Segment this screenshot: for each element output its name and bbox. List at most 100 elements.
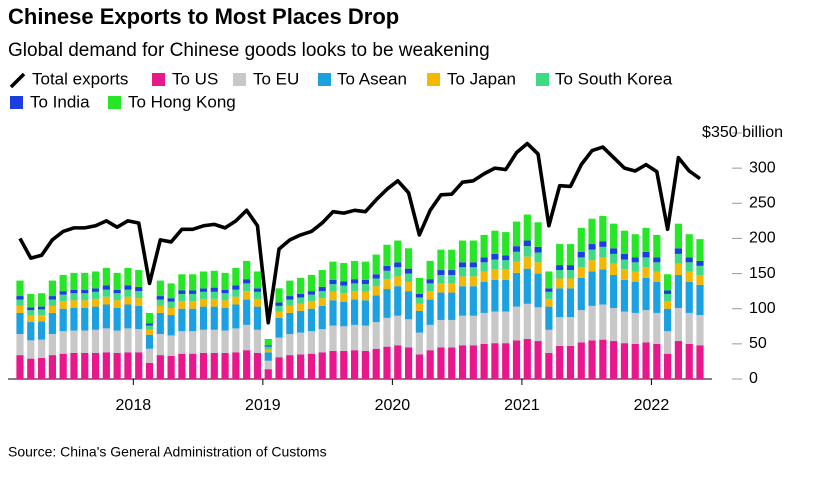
bar-segment (189, 353, 197, 379)
bar-segment (156, 312, 164, 335)
bar-segment (426, 260, 434, 280)
bar-segment (394, 286, 402, 316)
legend-label: To India (30, 92, 90, 111)
y-tick-label: 0 (749, 370, 758, 387)
bar-segment (502, 343, 510, 379)
bar-segment (361, 284, 369, 292)
bar-segment (653, 312, 661, 344)
bar-segment (534, 273, 542, 308)
bar-segment (102, 267, 110, 286)
bar-segment (145, 329, 154, 335)
bar-segment (426, 299, 434, 325)
bar-segment (469, 240, 477, 263)
bar-segment (696, 274, 704, 285)
bar-segment (372, 254, 380, 275)
bar-segment (415, 354, 423, 379)
bar-segment (469, 267, 477, 277)
bar-segment (361, 291, 369, 301)
bar-segment (631, 262, 639, 272)
bar-segment (318, 298, 326, 306)
bar-segment (372, 278, 380, 287)
bar-segment (264, 369, 272, 379)
bar-segment (620, 230, 629, 254)
bar-segment (653, 343, 661, 379)
bar-segment (696, 345, 704, 379)
bar-segment (102, 304, 110, 329)
bar-segment (588, 218, 596, 245)
bar-segment (16, 305, 24, 313)
bar-segment (664, 308, 672, 332)
bar-segment (437, 347, 445, 379)
bar-segment (156, 280, 164, 297)
bar-segment (329, 279, 337, 285)
bar-segment (37, 309, 46, 316)
bar-segment (351, 291, 359, 300)
bar-segment (545, 329, 553, 353)
bar-segment (307, 274, 316, 292)
bar-segment (27, 307, 35, 311)
bar-segment (70, 308, 78, 331)
bar-segment (243, 260, 251, 280)
bar-segment (491, 230, 499, 254)
bar-segment (297, 310, 305, 333)
bar-segment (588, 305, 596, 341)
y-tick-label: 50 (749, 335, 767, 352)
bar-segment (642, 310, 650, 343)
bar-segment (502, 232, 510, 256)
bar-segment (264, 346, 272, 350)
bar-segment (458, 276, 467, 287)
bar-segment (232, 352, 240, 379)
bar-segment (480, 262, 488, 272)
bar-segment (383, 244, 391, 266)
bar-segment (620, 279, 629, 312)
bar-segment (221, 352, 229, 379)
bar-segment (264, 360, 272, 370)
bar-segment (264, 338, 272, 346)
bar-segment (351, 350, 359, 379)
bar-segment (145, 325, 154, 330)
bar-segment (221, 330, 229, 353)
bar-segment (512, 251, 521, 262)
bar-segment (81, 330, 89, 353)
bar-segment (37, 306, 46, 310)
bar-segment (566, 270, 575, 279)
bar-segment (566, 278, 575, 289)
bar-segment (275, 288, 283, 303)
bar-segment (523, 338, 531, 379)
bar-segment (523, 240, 531, 247)
bar-segment (199, 306, 208, 330)
bar-segment (27, 322, 35, 341)
bar-segment (556, 270, 564, 279)
bar-segment (113, 293, 121, 301)
bar-segment (642, 277, 650, 311)
x-tick-label: 2021 (504, 397, 540, 414)
bar-segment (264, 352, 272, 361)
bar-segment (102, 289, 110, 297)
bar-segment (243, 299, 251, 325)
bar-segment (37, 315, 46, 322)
bar-segment (275, 337, 283, 358)
bar-segment (469, 345, 477, 379)
bar-segment (135, 305, 143, 330)
bar-segment (307, 294, 316, 301)
bar-segment (599, 339, 607, 379)
bar-segment (404, 291, 413, 320)
bar-segment (297, 293, 305, 298)
bar-segment (178, 353, 186, 379)
bar-segment (394, 276, 402, 287)
bar-segment (351, 283, 359, 292)
x-tick-label: 2020 (375, 397, 411, 414)
bar-segment (135, 270, 143, 287)
bar-segment (329, 300, 337, 326)
legend-label: To Japan (447, 69, 516, 88)
bar-segment (189, 293, 197, 301)
bar-segment (491, 259, 499, 270)
bar-segment (631, 271, 639, 283)
bar-segment (696, 284, 704, 316)
bar-segment (491, 311, 499, 344)
bar-segment (91, 298, 100, 307)
bar-segment (178, 308, 186, 332)
bar-segment (124, 267, 132, 286)
bar-segment (275, 311, 283, 318)
